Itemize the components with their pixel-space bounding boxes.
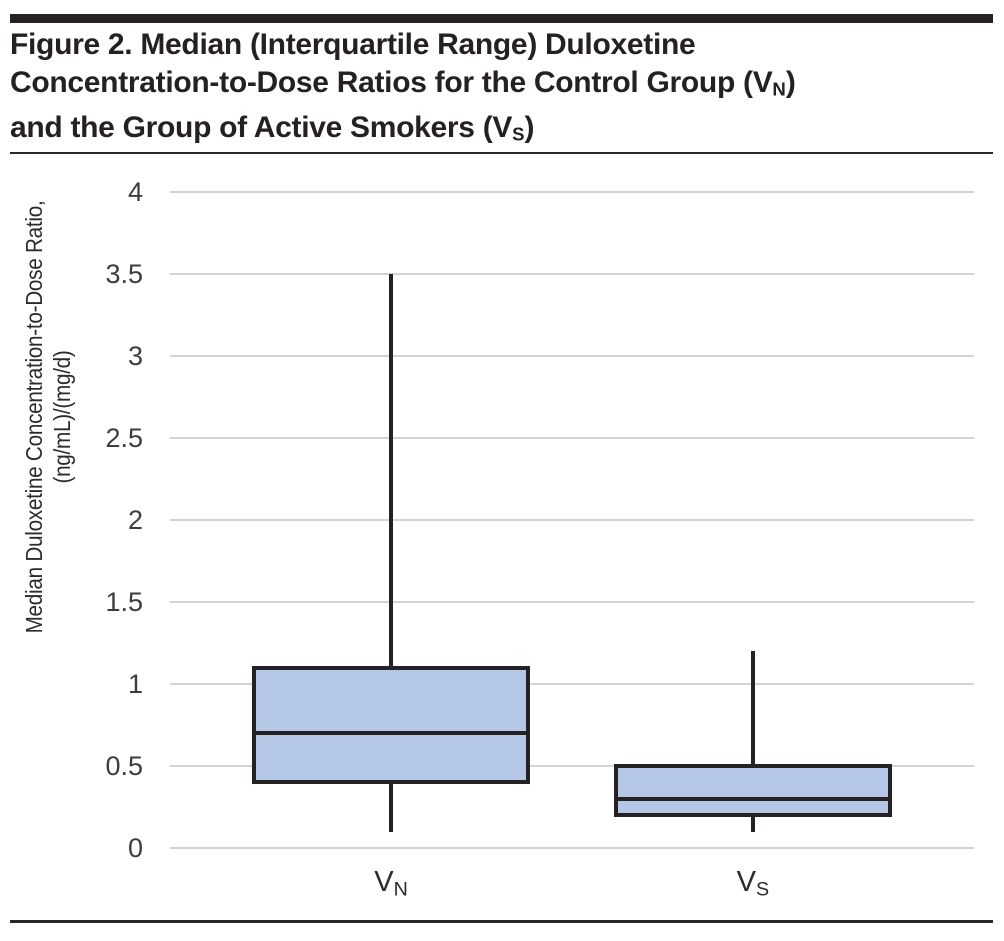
title-text: and the Group of Active Smokers (V bbox=[10, 110, 513, 144]
gridline-1 bbox=[170, 683, 974, 685]
whisker-vn bbox=[389, 274, 394, 832]
median-line-vn bbox=[256, 731, 526, 736]
title-subscript: N bbox=[772, 78, 786, 100]
figure-title-line-1: Figure 2. Median (Interquartile Range) D… bbox=[10, 26, 1000, 64]
gridline-0.5 bbox=[170, 765, 974, 767]
y-tick-label-0: 0 bbox=[127, 833, 143, 863]
y-tick-label-4: 4 bbox=[127, 177, 143, 207]
x-tick-subscript: N bbox=[393, 878, 408, 901]
header-rule bbox=[10, 152, 993, 154]
gridline-1.5 bbox=[170, 601, 974, 603]
title-subscript: S bbox=[512, 123, 525, 145]
median-line-vs bbox=[618, 796, 888, 801]
gridline-2.5 bbox=[170, 437, 974, 439]
bottom-rule bbox=[10, 920, 993, 923]
gridline-0 bbox=[170, 847, 974, 849]
plot-area bbox=[170, 191, 974, 849]
gridline-4 bbox=[170, 191, 974, 193]
x-tick-label-vs: VS bbox=[683, 866, 823, 901]
whisker-vs bbox=[750, 651, 755, 832]
x-tick-subscript: S bbox=[755, 878, 770, 901]
x-tick-label-vn: VN bbox=[321, 866, 461, 901]
y-tick-label-1: 1 bbox=[127, 669, 143, 699]
y-tick-label-3.5: 3.5 bbox=[105, 259, 143, 289]
figure-title: Figure 2. Median (Interquartile Range) D… bbox=[10, 26, 1000, 153]
y-axis-ticks: 0 0.5 1 1.5 2 2.5 3 3.5 4 bbox=[0, 177, 143, 863]
y-tick-label-3: 3 bbox=[127, 341, 143, 371]
figure-title-line-2: Concentration-to-Dose Ratios for the Con… bbox=[10, 64, 1000, 109]
y-tick-label-2.5: 2.5 bbox=[105, 423, 143, 453]
gridline-3 bbox=[170, 355, 974, 357]
gridline-3.5 bbox=[170, 273, 974, 275]
y-tick-label-0.5: 0.5 bbox=[105, 751, 143, 781]
top-rule bbox=[10, 14, 993, 23]
iqr-box-vs bbox=[614, 764, 892, 818]
x-tick-base: V bbox=[374, 866, 394, 898]
figure-title-line-3: and the Group of Active Smokers (VS) bbox=[10, 109, 1000, 154]
gridline-2 bbox=[170, 519, 974, 521]
title-text: Concentration-to-Dose Ratios for the Con… bbox=[10, 66, 773, 99]
y-tick-label-2: 2 bbox=[127, 505, 143, 535]
title-text: ) bbox=[785, 66, 796, 99]
title-text: ) bbox=[524, 110, 535, 144]
title-text: Figure 2. Median (Interquartile Range) D… bbox=[10, 28, 696, 61]
x-tick-base: V bbox=[736, 866, 756, 898]
y-tick-label-1.5: 1.5 bbox=[105, 587, 143, 617]
iqr-box-vn bbox=[252, 665, 530, 785]
